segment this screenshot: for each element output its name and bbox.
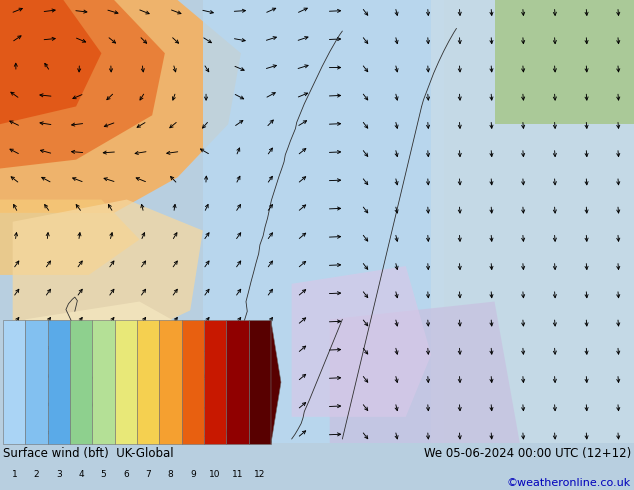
Text: 5: 5 <box>101 470 107 479</box>
Bar <box>115 320 137 444</box>
Polygon shape <box>127 355 228 443</box>
Text: 9: 9 <box>190 470 196 479</box>
Text: 11: 11 <box>232 470 243 479</box>
Polygon shape <box>0 199 139 275</box>
Bar <box>48 320 70 444</box>
Bar <box>70 320 93 444</box>
Polygon shape <box>495 0 634 124</box>
Polygon shape <box>0 0 165 169</box>
Bar <box>25 320 48 444</box>
Text: ©weatheronline.co.uk: ©weatheronline.co.uk <box>507 478 631 488</box>
Polygon shape <box>25 301 203 426</box>
Bar <box>204 320 226 444</box>
Polygon shape <box>0 0 241 213</box>
Bar <box>137 320 159 444</box>
Bar <box>3 320 25 444</box>
Polygon shape <box>203 0 444 443</box>
Polygon shape <box>431 0 634 443</box>
Polygon shape <box>292 266 431 417</box>
Text: 12: 12 <box>254 470 266 479</box>
Text: We 05-06-2024 00:00 UTC (12+12): We 05-06-2024 00:00 UTC (12+12) <box>424 447 631 460</box>
Polygon shape <box>330 301 520 443</box>
Bar <box>226 320 249 444</box>
Text: 1: 1 <box>11 470 17 479</box>
Text: 2: 2 <box>34 470 39 479</box>
Bar <box>249 320 271 444</box>
Text: 7: 7 <box>145 470 151 479</box>
Text: 4: 4 <box>79 470 84 479</box>
Bar <box>159 320 182 444</box>
Polygon shape <box>271 320 281 444</box>
Bar <box>93 320 115 444</box>
Bar <box>182 320 204 444</box>
Polygon shape <box>0 0 101 124</box>
Text: Surface wind (bft)  UK-Global: Surface wind (bft) UK-Global <box>3 447 174 460</box>
Polygon shape <box>13 199 203 346</box>
Text: 6: 6 <box>123 470 129 479</box>
Text: 3: 3 <box>56 470 62 479</box>
Text: 10: 10 <box>209 470 221 479</box>
Text: 8: 8 <box>167 470 174 479</box>
